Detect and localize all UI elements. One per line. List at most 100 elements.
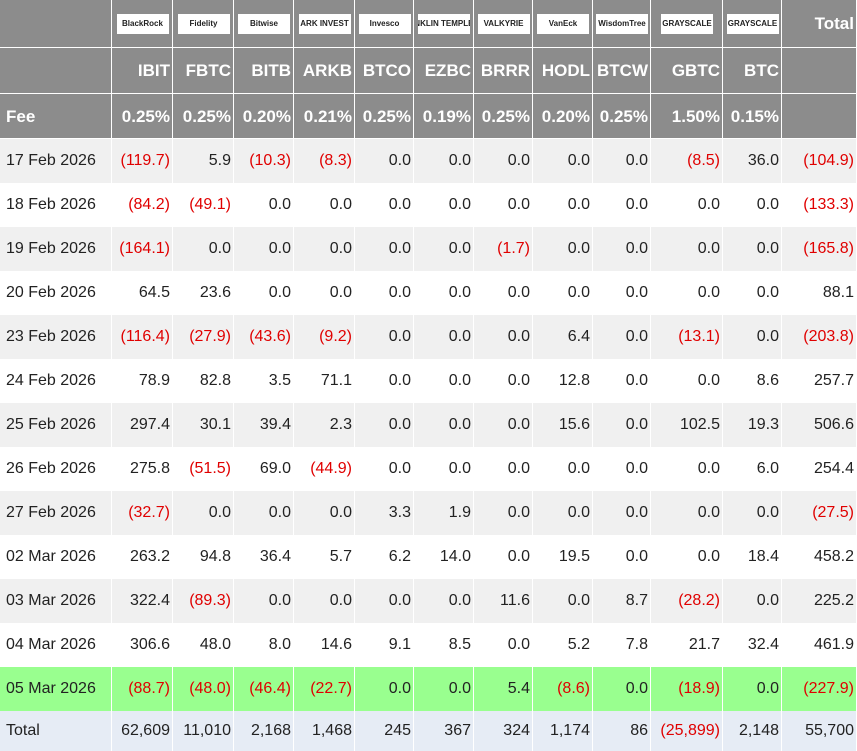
fee: 0.25% <box>173 94 234 139</box>
flow-value: 306.6 <box>112 623 173 667</box>
ticker: BRRR <box>474 48 533 94</box>
flow-value: 0.0 <box>414 579 474 623</box>
flow-value: 15.6 <box>533 403 593 447</box>
date: 03 Mar 2026 <box>0 579 112 623</box>
flow-value: (28.2) <box>651 579 723 623</box>
flow-value: 275.8 <box>112 447 173 491</box>
flow-value: 0.0 <box>593 227 651 271</box>
flow-value: 0.0 <box>533 139 593 183</box>
flow-value: 0.0 <box>723 271 782 315</box>
flow-value: 1.9 <box>414 491 474 535</box>
flow-value: 14.0 <box>414 535 474 579</box>
total-value: 62,609 <box>112 711 173 751</box>
flow-value: 0.0 <box>294 579 355 623</box>
flow-value: 0.0 <box>294 491 355 535</box>
flow-value: 18.4 <box>723 535 782 579</box>
flow-value: 36.0 <box>723 139 782 183</box>
flow-value: 0.0 <box>651 183 723 227</box>
flow-value: 0.0 <box>355 183 414 227</box>
flow-value: (84.2) <box>112 183 173 227</box>
fee-label: Fee <box>0 94 112 139</box>
flow-value: 5.4 <box>474 667 533 711</box>
date: 04 Mar 2026 <box>0 623 112 667</box>
flow-value: 71.1 <box>294 359 355 403</box>
flow-value: 0.0 <box>414 315 474 359</box>
logo-cell: BlackRock <box>112 0 173 48</box>
total-value: 11,010 <box>173 711 234 751</box>
flow-value: 0.0 <box>593 447 651 491</box>
flow-value: 30.1 <box>173 403 234 447</box>
flow-value: 0.0 <box>414 403 474 447</box>
total-value: 1,468 <box>294 711 355 751</box>
flow-value: 0.0 <box>723 227 782 271</box>
total-value: 2,148 <box>723 711 782 751</box>
flow-value: 0.0 <box>593 667 651 711</box>
flow-value: (22.7) <box>294 667 355 711</box>
flow-value: 8.0 <box>234 623 294 667</box>
date: 19 Feb 2026 <box>0 227 112 271</box>
flow-value: 6.0 <box>723 447 782 491</box>
fee: 1.50% <box>651 94 723 139</box>
flow-value: 19.3 <box>723 403 782 447</box>
ticker: HODL <box>533 48 593 94</box>
flow-value: 0.0 <box>593 491 651 535</box>
flow-value: 23.6 <box>173 271 234 315</box>
flow-value: 5.2 <box>533 623 593 667</box>
ticker: FBTC <box>173 48 234 94</box>
total-value: (25,899) <box>651 711 723 751</box>
flow-value: 0.0 <box>414 271 474 315</box>
flow-value: 0.0 <box>234 183 294 227</box>
fee: 0.20% <box>234 94 294 139</box>
total-value: 324 <box>474 711 533 751</box>
flow-value: 0.0 <box>474 535 533 579</box>
logo-cell: VanEck <box>533 0 593 48</box>
flow-value: 0.0 <box>593 271 651 315</box>
flow-value: (133.3) <box>782 183 857 227</box>
total-label: Total <box>0 711 112 751</box>
flow-value: 14.6 <box>294 623 355 667</box>
flow-value: 0.0 <box>173 491 234 535</box>
flow-value: (32.7) <box>112 491 173 535</box>
flow-value: 0.0 <box>474 359 533 403</box>
flow-value: (227.9) <box>782 667 857 711</box>
date: 24 Feb 2026 <box>0 359 112 403</box>
total-value: 2,168 <box>234 711 294 751</box>
flow-value: 0.0 <box>533 227 593 271</box>
total-header: Total <box>782 0 857 48</box>
blank-cell <box>782 94 857 139</box>
flow-value: 102.5 <box>651 403 723 447</box>
logo-cell: GRAYSCALE <box>651 0 723 48</box>
flow-value: 0.0 <box>234 227 294 271</box>
flow-value: 39.4 <box>234 403 294 447</box>
ticker: EZBC <box>414 48 474 94</box>
flow-value: 0.0 <box>294 227 355 271</box>
flow-value: 94.8 <box>173 535 234 579</box>
flow-value: 0.0 <box>593 359 651 403</box>
flow-value: 0.0 <box>355 227 414 271</box>
corner-cell <box>0 0 112 48</box>
logo-cell: GRAYSCALE <box>723 0 782 48</box>
fund-logo: VanEck <box>537 14 589 34</box>
flow-value: 0.0 <box>234 491 294 535</box>
flow-value: (51.5) <box>173 447 234 491</box>
flow-value: 0.0 <box>234 579 294 623</box>
fund-logo: FRANKLIN TEMPLETON <box>418 14 470 34</box>
flow-value: (88.7) <box>112 667 173 711</box>
fee: 0.25% <box>593 94 651 139</box>
ticker: BTCO <box>355 48 414 94</box>
flow-value: 0.0 <box>474 271 533 315</box>
flow-value: 0.0 <box>474 139 533 183</box>
flow-value: 12.8 <box>533 359 593 403</box>
flow-value: 3.5 <box>234 359 294 403</box>
flow-value: 0.0 <box>651 227 723 271</box>
flow-value: 8.7 <box>593 579 651 623</box>
flow-value: 0.0 <box>294 271 355 315</box>
flow-value: 0.0 <box>414 183 474 227</box>
flow-value: (165.8) <box>782 227 857 271</box>
flow-value: 11.6 <box>474 579 533 623</box>
flow-value: 0.0 <box>474 403 533 447</box>
flow-value: (116.4) <box>112 315 173 359</box>
flow-value: 0.0 <box>234 271 294 315</box>
flow-value: (18.9) <box>651 667 723 711</box>
logo-cell: FRANKLIN TEMPLETON <box>414 0 474 48</box>
